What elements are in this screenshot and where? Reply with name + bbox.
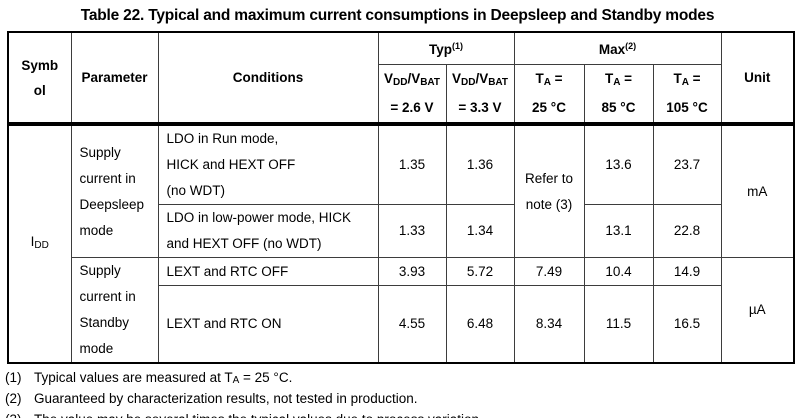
ta-label: TA = [604, 71, 633, 89]
col-header-ta-85: TA = 85 °C [583, 63, 654, 125]
current-consumption-table: Symb ol Parameter Conditions Typ(1) Max(… [7, 31, 795, 364]
typ-2v6-value: 1.35 [377, 123, 447, 205]
max-85-value: 10.4 [583, 256, 654, 287]
typ-3v3-value: 6.48 [445, 285, 515, 364]
vdd-vbat-label: VDD/VBAT [383, 71, 441, 89]
table-row: Supply current in Standby mode LEXT and … [8, 256, 795, 364]
col-header-conditions: Conditions [157, 31, 379, 125]
vdd-vbat-label: VDD/VBAT [451, 71, 509, 89]
max-25-value: 7.49 [513, 256, 585, 287]
col-header-ta-25: TA = 25 °C [513, 63, 585, 125]
footnotes: (1) Typical values are measured at TA = 2… [5, 369, 795, 418]
typ-footnote-ref: (1) [452, 41, 463, 52]
max-footnote-ref: (2) [625, 41, 637, 52]
table-title: Table 22. Typical and maximum current co… [80, 7, 715, 24]
footnote-number: (2) [5, 391, 22, 406]
typ-2v6-value: 4.55 [377, 285, 447, 364]
footnote-text: Guaranteed by characterization results, … [34, 391, 418, 406]
max-85-value: 11.5 [583, 285, 654, 364]
col-header-symbol: Symb ol [7, 31, 72, 125]
typ-3v3-value: 1.34 [445, 204, 515, 258]
col-header-parameter: Parameter [70, 31, 159, 125]
temperature-value: 105 °C [666, 100, 708, 116]
col-group-max: Max(2) [513, 31, 722, 65]
footnote-3: (3)The value may be several times the ty… [5, 411, 795, 418]
typ-3v3-value: 5.72 [445, 256, 515, 287]
condition-cell: LDO in low-power mode, HICK and HEXT OFF… [157, 204, 379, 258]
condition-cell: LDO in Run mode, HICK and HEXT OFF (no W… [157, 123, 379, 205]
max-label: Max [598, 42, 626, 58]
ta-label: TA = [673, 71, 701, 89]
footnote-number: (1) [5, 370, 22, 385]
parameter-deepsleep: Supply current in Deepsleep mode [70, 123, 159, 258]
table-row: LDO in low-power mode, HICK and HEXT OFF… [8, 204, 794, 258]
symbol-idd: IDD [7, 123, 72, 364]
col-header-vdd-3v3: VDD/VBAT = 3.3 V [445, 63, 515, 125]
condition-cell: LEXT and RTC ON [157, 285, 379, 364]
footnote-1: (1) Typical values are measured at TA = 2… [5, 369, 795, 390]
table-row: IDD Supply current in Deepsleep mode LDO… [7, 123, 795, 364]
col-group-typ: Typ(1) [377, 31, 515, 65]
footnote-2: (2) Guaranteed by characterization result… [5, 390, 795, 411]
table-header: Symb ol Parameter Conditions Typ(1) Max(… [7, 31, 795, 125]
col-header-vdd-2v6: VDD/VBAT = 2.6 V [377, 63, 447, 125]
typ-2v6-value: 3.93 [377, 256, 447, 287]
condition-cell: LEXT and RTC OFF [157, 256, 379, 287]
unit-ma: mA [720, 123, 795, 258]
max-105-value: 23.7 [652, 123, 722, 205]
max-105-value: 14.9 [652, 256, 722, 287]
voltage-value: = 3.3 V [458, 100, 502, 116]
voltage-value: = 2.6 V [390, 100, 434, 116]
unit-ua: µA [720, 257, 795, 364]
max-25-refer-note: Refer to note (3) [513, 123, 585, 258]
footnote-number: (3) [5, 411, 34, 418]
max-85-value: 13.1 [583, 204, 654, 258]
col-header-unit: Unit [720, 31, 795, 125]
typ-3v3-value: 1.36 [445, 123, 515, 205]
footnote-text: The value may be several times the typic… [34, 412, 483, 418]
max-25-value: 8.34 [513, 285, 585, 364]
max-105-value: 22.8 [652, 204, 722, 258]
temperature-value: 85 °C [601, 100, 636, 116]
max-85-value: 13.6 [583, 123, 654, 205]
parameter-standby: Supply current in Standby mode [70, 257, 159, 364]
table-row: LEXT and RTC ON 4.55 6.48 8.34 11.5 16.5 [8, 285, 794, 364]
ta-label: TA = [535, 71, 563, 89]
footnote-text: Typical values are measured at TA = 25 °… [34, 370, 293, 386]
col-header-ta-105: TA = 105 °C [652, 63, 722, 125]
temperature-value: 25 °C [532, 100, 566, 116]
typ-2v6-value: 1.33 [377, 204, 447, 258]
max-105-value: 16.5 [652, 285, 722, 364]
table-body: IDD Supply current in Deepsleep mode LDO… [7, 123, 795, 364]
typ-label: Typ [429, 42, 452, 58]
